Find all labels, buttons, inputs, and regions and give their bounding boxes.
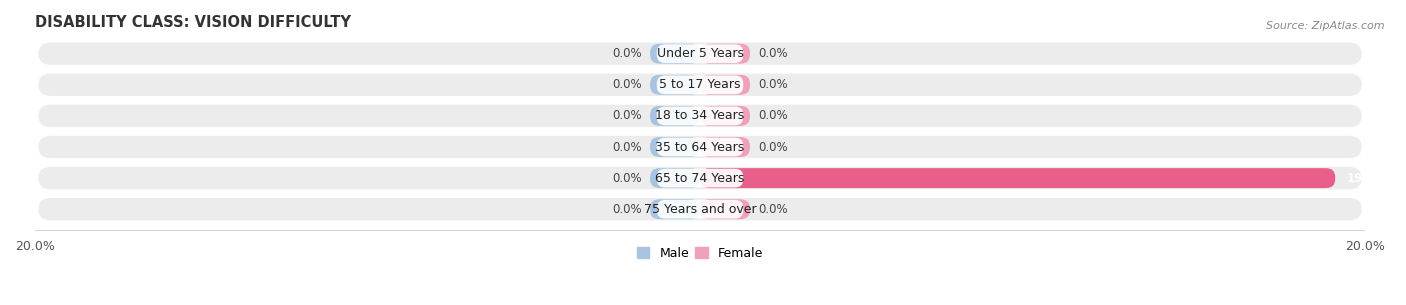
FancyBboxPatch shape xyxy=(657,75,744,94)
FancyBboxPatch shape xyxy=(657,138,744,156)
FancyBboxPatch shape xyxy=(650,106,700,126)
Text: 0.0%: 0.0% xyxy=(758,78,787,91)
FancyBboxPatch shape xyxy=(650,44,700,64)
Text: 35 to 64 Years: 35 to 64 Years xyxy=(655,141,745,153)
Text: 0.0%: 0.0% xyxy=(758,203,787,216)
Text: 75 Years and over: 75 Years and over xyxy=(644,203,756,216)
FancyBboxPatch shape xyxy=(657,106,744,125)
FancyBboxPatch shape xyxy=(700,75,749,95)
FancyBboxPatch shape xyxy=(38,167,1362,189)
FancyBboxPatch shape xyxy=(657,200,744,219)
Text: 0.0%: 0.0% xyxy=(612,203,641,216)
Legend: Male, Female: Male, Female xyxy=(631,242,768,265)
FancyBboxPatch shape xyxy=(38,105,1362,127)
FancyBboxPatch shape xyxy=(38,136,1362,158)
Text: 0.0%: 0.0% xyxy=(612,172,641,185)
FancyBboxPatch shape xyxy=(650,168,700,188)
FancyBboxPatch shape xyxy=(38,198,1362,221)
Text: 65 to 74 Years: 65 to 74 Years xyxy=(655,172,745,185)
FancyBboxPatch shape xyxy=(657,169,744,188)
FancyBboxPatch shape xyxy=(650,75,700,95)
Text: 0.0%: 0.0% xyxy=(612,141,641,153)
FancyBboxPatch shape xyxy=(700,106,749,126)
Text: 0.0%: 0.0% xyxy=(758,141,787,153)
Text: 0.0%: 0.0% xyxy=(612,47,641,60)
Text: Source: ZipAtlas.com: Source: ZipAtlas.com xyxy=(1267,21,1385,31)
FancyBboxPatch shape xyxy=(38,42,1362,65)
FancyBboxPatch shape xyxy=(700,44,749,64)
Text: 0.0%: 0.0% xyxy=(612,78,641,91)
Text: 18 to 34 Years: 18 to 34 Years xyxy=(655,109,745,122)
Text: 19.1%: 19.1% xyxy=(1347,172,1388,185)
FancyBboxPatch shape xyxy=(650,137,700,157)
FancyBboxPatch shape xyxy=(700,168,1336,188)
Text: 0.0%: 0.0% xyxy=(758,109,787,122)
FancyBboxPatch shape xyxy=(700,137,749,157)
FancyBboxPatch shape xyxy=(38,74,1362,96)
Text: Under 5 Years: Under 5 Years xyxy=(657,47,744,60)
FancyBboxPatch shape xyxy=(650,199,700,219)
Text: DISABILITY CLASS: VISION DIFFICULTY: DISABILITY CLASS: VISION DIFFICULTY xyxy=(35,15,352,30)
FancyBboxPatch shape xyxy=(700,199,749,219)
FancyBboxPatch shape xyxy=(657,44,744,63)
Text: 0.0%: 0.0% xyxy=(612,109,641,122)
Text: 0.0%: 0.0% xyxy=(758,47,787,60)
Text: 5 to 17 Years: 5 to 17 Years xyxy=(659,78,741,91)
